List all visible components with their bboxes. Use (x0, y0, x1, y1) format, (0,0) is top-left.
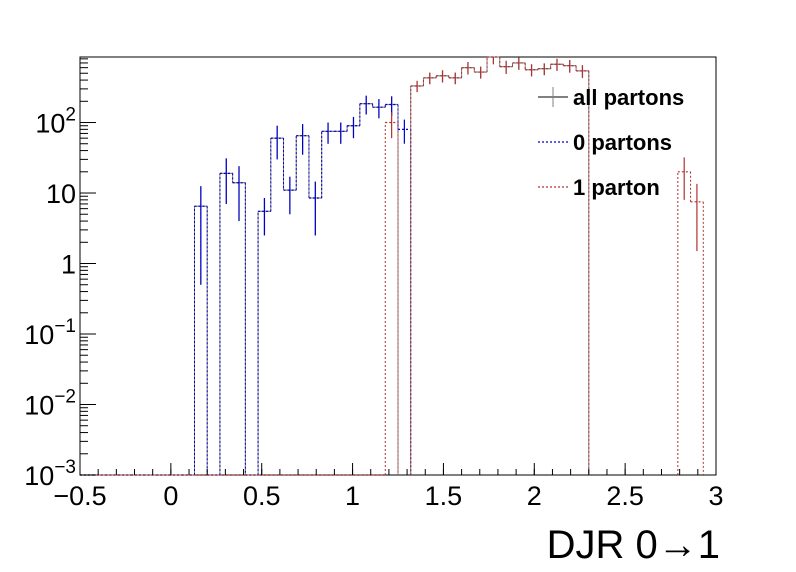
legend-label-2: 1 parton (573, 175, 660, 200)
x-axis-label: DJR 0→1 (547, 523, 720, 567)
x-tick-label-5: 2 (527, 481, 542, 511)
x-tick-label-1: 0 (163, 481, 178, 511)
y-tick-label-1: 10−2 (24, 387, 76, 421)
x-tick-label-0: −0.5 (53, 481, 106, 511)
x-tick-label-7: 3 (708, 481, 723, 511)
series-all-partons (80, 56, 590, 476)
y-tick-label-4: 10 (46, 179, 76, 209)
x-tick-label-4: 1.5 (425, 481, 463, 511)
x-tick-label-6: 2.5 (606, 481, 644, 511)
series-1-parton (80, 56, 704, 476)
y-tick-label-0: 10−3 (24, 457, 76, 491)
y-tick-label-3: 1 (61, 250, 76, 280)
axes: −0.5 0 0.5 1 1.5 2 2.5 3 10−3 10−2 10−1 1 10 102 (24, 58, 724, 511)
legend: all partons 0 partons 1 parton (538, 85, 684, 200)
legend-label-1: 0 partons (573, 130, 672, 155)
y-tick-label-5: 102 (35, 105, 76, 139)
histogram-layer (80, 56, 704, 476)
x-tick-label-2: 0.5 (243, 481, 281, 511)
y-tick-label-2: 10−1 (24, 316, 76, 350)
x-tick-label-3: 1 (345, 481, 360, 511)
legend-label-0: all partons (573, 85, 684, 110)
